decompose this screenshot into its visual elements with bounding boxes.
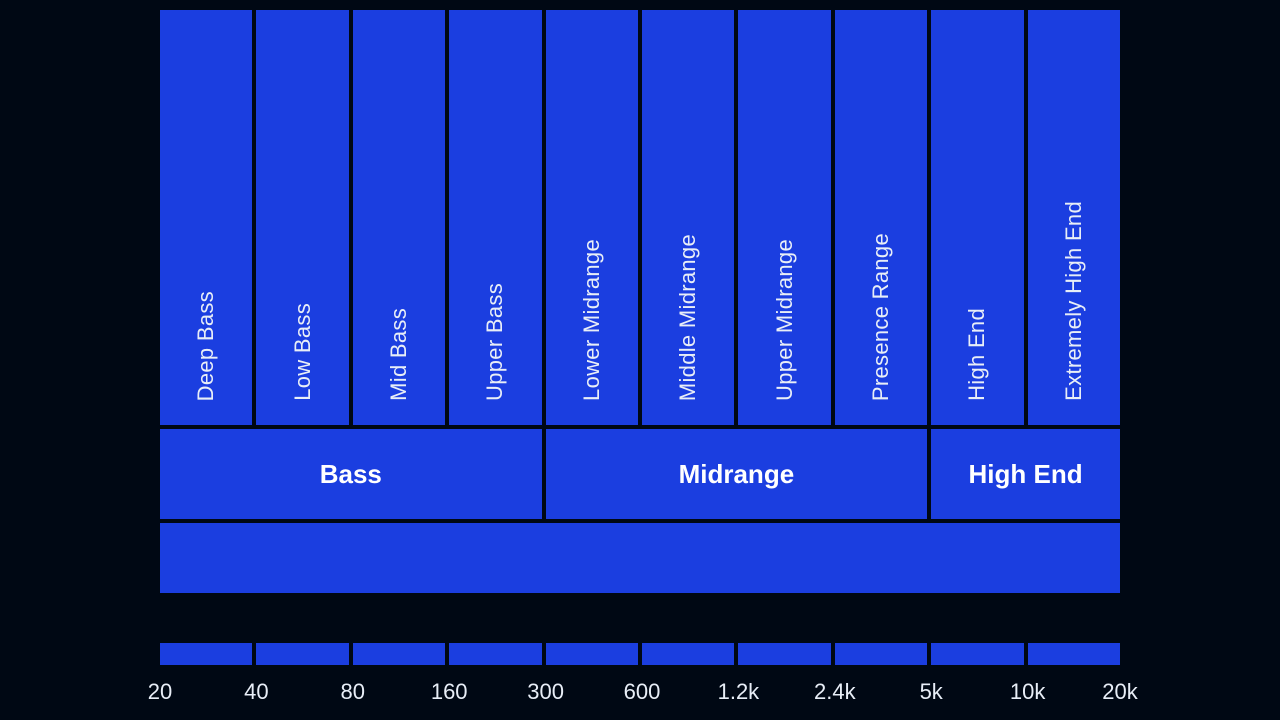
frequency-label: 40 [244,679,268,705]
subband-presence-range: Presence Range [835,10,927,425]
subband-label: Presence Range [868,233,894,401]
tick-box [1028,643,1120,665]
subband-mid-bass: Mid Bass [353,10,445,425]
subband-label: Upper Midrange [772,239,798,401]
subband-label: Upper Bass [482,283,508,401]
subband-label: Deep Bass [193,291,219,401]
tick-box [642,643,734,665]
frequency-labels-row: 2040801603006001.2k2.4k5k10k20k [160,673,1120,713]
group-midrange: Midrange [546,429,928,519]
subband-low-bass: Low Bass [256,10,348,425]
frequency-label: 5k [920,679,943,705]
tick-box [835,643,927,665]
subband-label: High End [964,308,990,401]
group-bass: Bass [160,429,542,519]
subband-upper-midrange: Upper Midrange [738,10,830,425]
tick-box [546,643,638,665]
group-high-end: High End [931,429,1120,519]
group-label: Bass [320,459,382,490]
subband-lower-midrange: Lower Midrange [546,10,638,425]
subband-middle-midrange: Middle Midrange [642,10,734,425]
tick-box [738,643,830,665]
subband-row: Deep Bass Low Bass Mid Bass Upper Bass L… [160,10,1120,425]
ticks-row [160,643,1120,665]
subband-label: Low Bass [290,303,316,401]
group-row: Bass Midrange High End [160,429,1120,519]
frequency-label: 300 [527,679,564,705]
frequency-label: 2.4k [814,679,856,705]
full-spectrum-bar [160,523,1120,593]
tick-box [449,643,541,665]
subband-deep-bass: Deep Bass [160,10,252,425]
frequency-label: 1.2k [718,679,760,705]
frequency-label: 20k [1102,679,1137,705]
tick-box [256,643,348,665]
subband-label: Lower Midrange [579,239,605,401]
frequency-label: 10k [1010,679,1045,705]
subband-label: Extremely High End [1061,201,1087,401]
group-label: High End [969,459,1083,490]
frequency-spectrum-chart: Deep Bass Low Bass Mid Bass Upper Bass L… [160,10,1120,713]
subband-high-end: High End [931,10,1023,425]
frequency-label: 20 [148,679,172,705]
subband-upper-bass: Upper Bass [449,10,541,425]
frequency-label: 80 [341,679,365,705]
subband-label: Middle Midrange [675,234,701,401]
tick-box [160,643,252,665]
frequency-label: 600 [624,679,661,705]
group-label: Midrange [679,459,795,490]
subband-extremely-high-end: Extremely High End [1028,10,1120,425]
subband-label: Mid Bass [386,308,412,401]
tick-box [931,643,1023,665]
tick-box [353,643,445,665]
frequency-label: 160 [431,679,468,705]
